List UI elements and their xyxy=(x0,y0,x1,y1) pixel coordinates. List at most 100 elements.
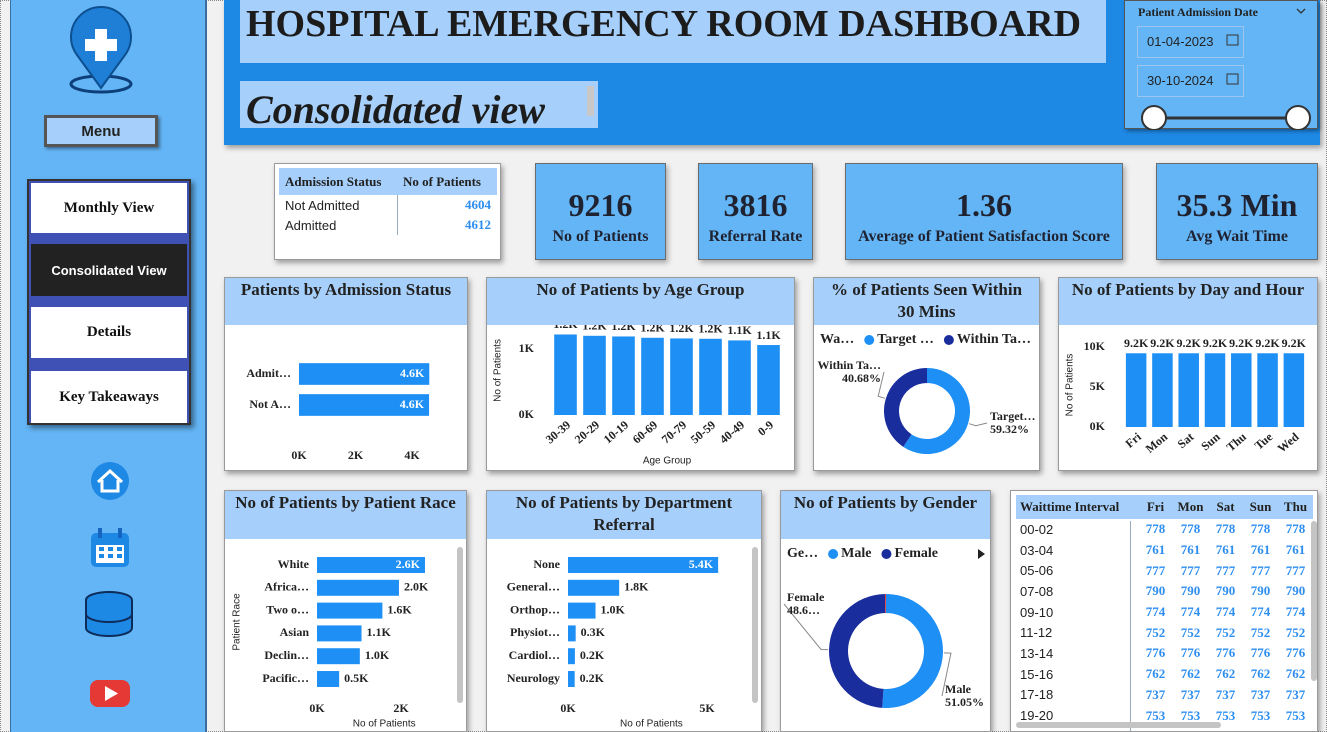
x-axis-label: Age Group xyxy=(643,456,692,467)
x-tick-label: Mon xyxy=(1143,429,1171,455)
table: Admission Status No of Patients Not Admitt… xyxy=(279,168,497,235)
bar xyxy=(317,557,425,573)
leader-line xyxy=(877,371,886,399)
category-label: General… xyxy=(507,580,560,594)
logo-cross xyxy=(85,29,117,61)
home-icon[interactable] xyxy=(91,462,129,500)
header-band: HOSPITAL EMERGENCY ROOM DASHBOARD Consol… xyxy=(224,0,1320,145)
nav-item-active[interactable]: Consolidated View xyxy=(31,244,187,296)
category-label: None xyxy=(533,557,560,571)
value-label: 1.1K xyxy=(756,328,781,342)
bar xyxy=(554,334,577,415)
x-tick-label: 2K xyxy=(393,701,409,715)
nav-item[interactable]: Key Takeaways xyxy=(31,371,187,423)
patients-cell: 4604 xyxy=(396,195,497,215)
calendar-glyph xyxy=(1226,34,1239,46)
x-axis-label: No of Patients xyxy=(620,719,683,730)
bar xyxy=(568,579,620,596)
wait-count: 776 xyxy=(1145,645,1166,661)
row: 15-16 762 762 762 762 762 xyxy=(1016,664,1313,685)
slice xyxy=(903,368,970,454)
row: 00-02 778 778 778 778 778 xyxy=(1016,519,1313,540)
slider-handle[interactable] xyxy=(1141,105,1167,130)
row: 13-14 776 776 776 776 776 xyxy=(1016,643,1313,664)
bar xyxy=(1257,353,1278,427)
header-row: Admission Status No of Patients xyxy=(279,168,497,195)
wait-count: 753 xyxy=(1215,707,1236,723)
bar xyxy=(299,394,430,416)
wait-count: 790 xyxy=(1215,583,1236,599)
bar xyxy=(612,336,635,415)
scrollbar-h xyxy=(1016,722,1221,728)
bar xyxy=(568,625,576,642)
nav-item[interactable]: Monthly View xyxy=(31,183,187,233)
date-filter-label: Patient Admission Date xyxy=(1138,5,1258,19)
end-date[interactable]: 30-10-2024 xyxy=(1137,65,1244,97)
x-tick-label: 10-19 xyxy=(601,418,631,447)
x-tick-label: Wed xyxy=(1275,429,1302,455)
start-date[interactable]: 01-04-2023 xyxy=(1137,26,1244,58)
wait-count: 737 xyxy=(1180,686,1201,702)
wait-count: 774 xyxy=(1145,604,1166,620)
wait-count: 790 xyxy=(1145,583,1166,599)
legend-swatch xyxy=(943,335,954,345)
category-label: Orthop… xyxy=(510,602,560,616)
wait-count: 774 xyxy=(1285,604,1306,620)
wait-count: 761 xyxy=(1250,542,1271,558)
chart-card: Patients by Admission Status 0K 2K 4K Admit…… xyxy=(224,277,468,471)
date-widgets xyxy=(1141,34,1311,130)
value-label: 9.2K xyxy=(1150,336,1175,350)
x-tick-label: 40-49 xyxy=(717,418,747,447)
category-label: Asian xyxy=(280,625,310,639)
leader-line xyxy=(783,603,829,651)
interval: 00-02 xyxy=(1020,521,1054,537)
chart-title: % of Patients Seen Within 30 Mins xyxy=(814,278,1039,325)
patients-cell: 4612 xyxy=(396,215,497,235)
wait-count: 761 xyxy=(1215,542,1236,558)
nav-item[interactable]: Details xyxy=(31,307,187,358)
menu-button[interactable]: Menu xyxy=(44,115,158,147)
legend-entry: Female xyxy=(894,546,938,561)
wait-count: 752 xyxy=(1180,624,1201,640)
wait-count: 774 xyxy=(1180,604,1201,620)
value-label: 9.2K xyxy=(1255,336,1280,350)
row: Not Admitted 4604 xyxy=(279,195,497,215)
wait-count: 761 xyxy=(1180,542,1201,558)
kpi-label: No of Patients xyxy=(552,228,649,245)
slider-handle[interactable] xyxy=(1285,105,1311,130)
wait-count: 776 xyxy=(1215,645,1236,661)
column-header: Sun xyxy=(1249,499,1272,514)
status-cell: Admitted xyxy=(285,217,337,233)
wait-count: 752 xyxy=(1145,624,1166,640)
kpi-card: 1.36 Average of Patient Satisfaction Scor… xyxy=(845,163,1123,260)
dashboard-subtitle: Consolidated view xyxy=(240,81,598,128)
wait-count: 777 xyxy=(1215,562,1236,578)
bar xyxy=(1283,353,1305,427)
table: Waittime Interval Fri Mon Sat Sun Thu 00-02 778… xyxy=(1016,495,1313,726)
wait-count: 774 xyxy=(1250,604,1271,620)
wait-count: 776 xyxy=(1250,645,1271,661)
waittime-table: Waittime Interval Fri Mon Sat Sun Thu 00-02 778… xyxy=(1016,495,1313,726)
chart-card: No of Patients by Patient Race 0K 2K White 2… xyxy=(224,490,467,732)
row: 07-08 790 790 790 790 790 xyxy=(1016,581,1313,602)
kpi-label: Avg Wait Time xyxy=(1186,228,1288,245)
wait-count: 761 xyxy=(1285,542,1306,558)
bar xyxy=(757,345,780,415)
category-label: Declin… xyxy=(264,648,309,662)
legend-entry: Male xyxy=(841,546,871,561)
chart-title: No of Patients by Patient Race xyxy=(225,491,466,539)
subtitle-scrollbar xyxy=(587,86,594,116)
filter-chevron[interactable] xyxy=(1295,6,1307,16)
row: 19-20 753 753 753 753 753 xyxy=(1016,705,1313,726)
wait-count: 776 xyxy=(1285,645,1306,661)
category-label: Admit… xyxy=(246,366,291,380)
x-tick-label: 4K xyxy=(404,448,420,462)
legend-swatch xyxy=(881,549,892,559)
row: 17-18 737 737 737 737 737 xyxy=(1016,685,1313,706)
bar xyxy=(317,602,383,619)
wait-count: 777 xyxy=(1145,562,1166,578)
bar xyxy=(1204,353,1226,427)
bar xyxy=(568,671,575,687)
category-label: Africa… xyxy=(264,580,309,594)
